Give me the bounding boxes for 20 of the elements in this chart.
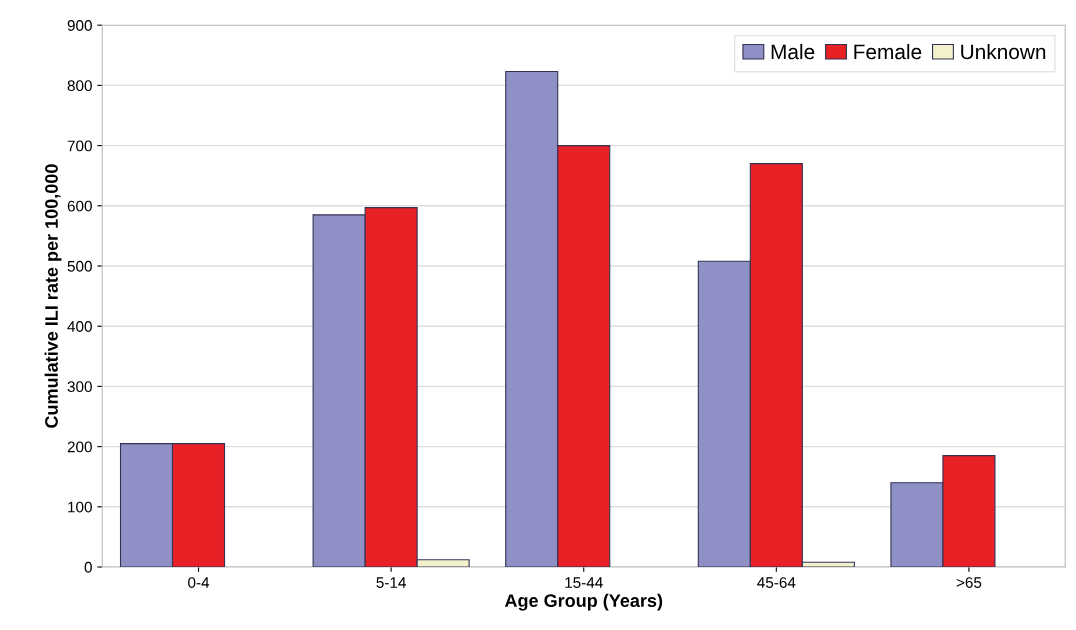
y-tick-label: 700 [67, 140, 92, 152]
x-tick-label: 0-4 [188, 577, 210, 588]
x-tick-label: 45-64 [757, 577, 796, 588]
y-tick-label: 800 [67, 80, 92, 92]
y-tick-label: 600 [67, 200, 92, 212]
x-axis-title: Age Group (Years) [504, 593, 663, 611]
y-tick-label: 0 [84, 561, 92, 573]
x-tick-label: 15-44 [565, 577, 603, 588]
x-tick-label: >65 [956, 577, 982, 588]
y-tick-label: 300 [67, 381, 92, 393]
y-tick-label: 200 [67, 441, 92, 453]
y-tick-label: 400 [67, 321, 92, 332]
x-tick-label: 5-14 [376, 577, 406, 588]
y-tick-label: 100 [68, 501, 92, 513]
y-tick-label: 500 [67, 260, 92, 272]
y-tick-label: 900 [67, 20, 92, 31]
y-axis-title: Cumulative ILI rate per 100,000 [44, 164, 62, 428]
legend-label: Female [854, 43, 922, 60]
legend-label: Unknown [961, 43, 1046, 60]
legend-label: Male [771, 43, 815, 60]
